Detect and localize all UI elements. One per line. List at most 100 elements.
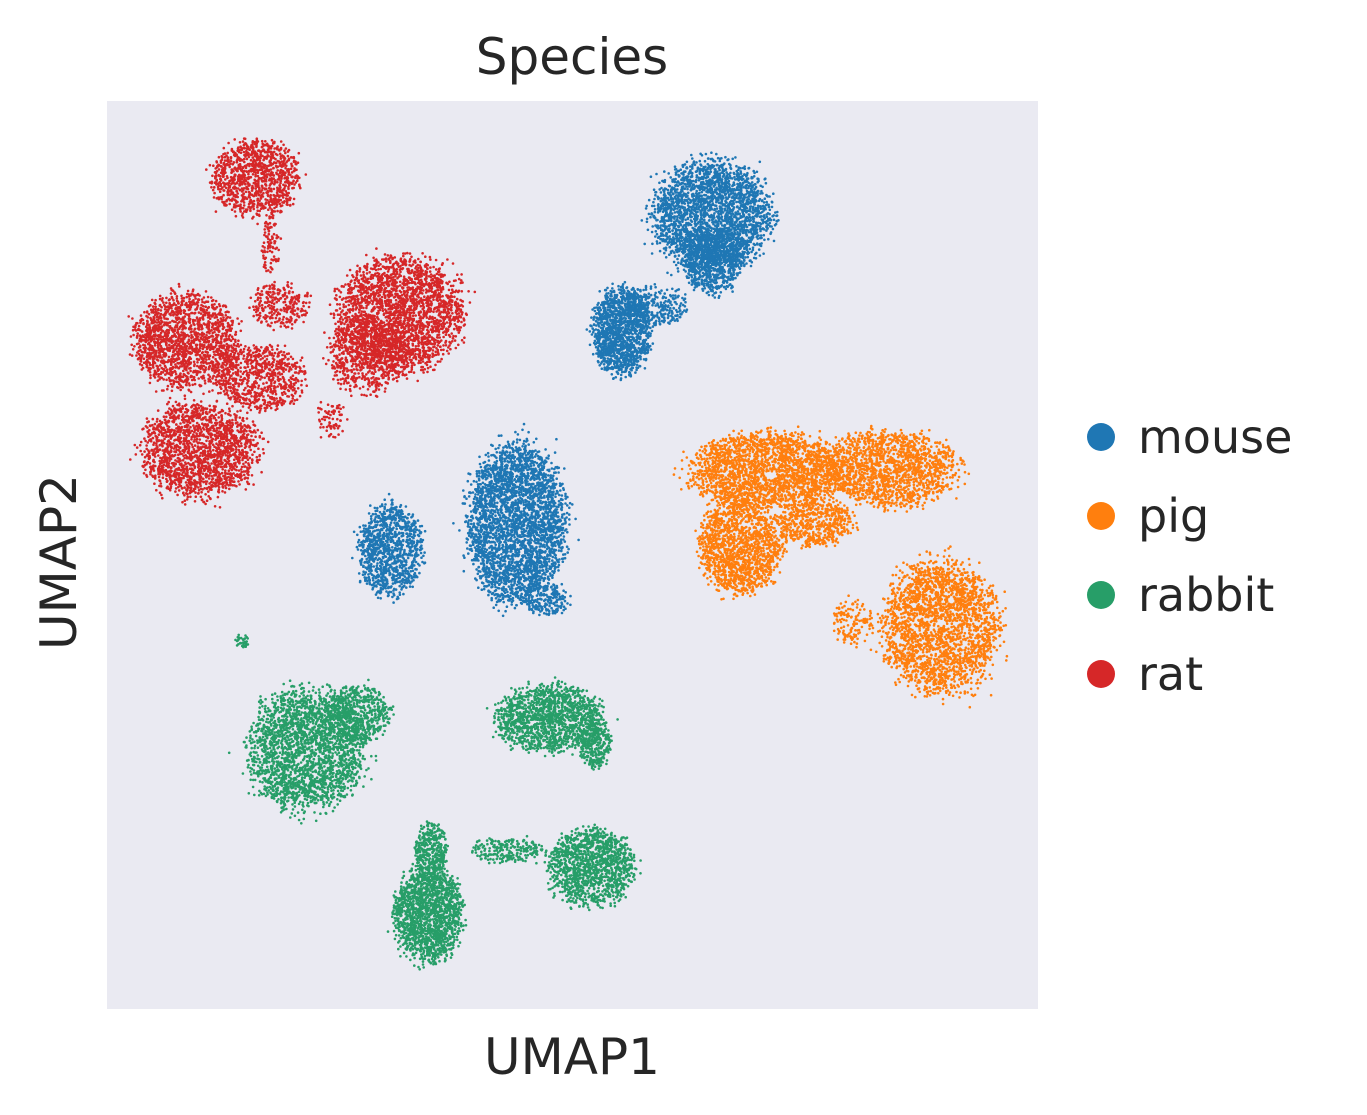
data-point-mouse [686,228,689,231]
data-point-mouse [691,208,694,211]
data-point-mouse [770,219,773,222]
data-point-mouse [677,201,680,204]
data-point-mouse [742,178,745,181]
data-point-mouse [697,267,700,270]
data-point-mouse [691,279,694,282]
data-point-mouse [733,230,736,233]
data-point-mouse [707,259,710,262]
data-point-mouse [693,283,696,286]
data-point-mouse [771,215,774,218]
data-point-mouse [676,207,679,210]
data-point-mouse [772,192,775,195]
data-point-mouse [722,211,725,214]
data-point-mouse [697,215,700,218]
data-point-mouse [721,246,724,249]
data-point-mouse [724,233,727,236]
data-point-mouse [728,256,731,259]
data-point-mouse [766,195,769,198]
data-point-mouse [696,256,699,259]
data-point-mouse [759,222,762,225]
data-point-mouse [685,167,688,170]
data-point-mouse [651,243,654,246]
data-point-mouse [723,162,726,165]
data-point-mouse [673,261,676,264]
data-point-mouse [687,272,690,275]
data-point-mouse [716,207,719,210]
data-point-mouse [742,213,745,216]
data-point-mouse [698,270,701,273]
data-point-mouse [718,250,721,253]
data-point-mouse [669,215,672,218]
data-point-mouse [686,179,689,182]
data-point-mouse [670,220,673,223]
data-point-mouse [689,181,692,184]
data-point-mouse [653,205,656,208]
data-point-mouse [716,229,719,232]
data-point-mouse [667,192,670,195]
data-point-mouse [686,266,689,269]
data-point-mouse [653,198,656,201]
data-point-mouse [725,255,728,258]
data-point-mouse [723,276,726,279]
data-point-mouse [694,164,697,167]
data-point-mouse [699,210,702,213]
data-point-mouse [742,204,745,207]
data-point-mouse [604,294,607,297]
data-point-mouse [724,192,727,195]
data-point-mouse [678,213,681,216]
data-point-mouse [700,213,703,216]
data-point-mouse [668,230,671,233]
data-point-mouse [748,231,751,234]
data-point-mouse [769,209,772,212]
data-point-mouse [683,260,686,263]
data-point-mouse [660,207,663,210]
data-point-mouse [714,183,717,186]
data-point-mouse [663,170,666,173]
data-point-mouse [670,244,673,247]
data-point-mouse [703,194,706,197]
data-point-mouse [682,264,685,267]
data-point-mouse [715,279,718,282]
data-point-mouse [715,265,718,268]
data-point-mouse [687,222,690,225]
data-point-mouse [681,164,684,167]
data-point-mouse [707,239,710,242]
data-point-mouse [738,245,741,248]
data-point-mouse [737,265,740,268]
data-point-mouse [696,211,699,214]
data-point-mouse [709,206,712,209]
data-point-mouse [641,219,644,222]
data-point-mouse [733,206,736,209]
data-point-mouse [683,229,686,232]
data-point-mouse [727,207,730,210]
data-point-mouse [707,163,710,166]
data-point-mouse [675,264,678,267]
data-point-mouse [686,161,689,164]
data-point-mouse [744,180,747,183]
data-point-mouse [694,273,697,276]
data-point-mouse [639,365,642,368]
data-point-mouse [724,218,727,221]
data-point-mouse [719,229,722,232]
data-point-mouse [716,261,719,264]
data-point-mouse [668,235,671,238]
data-point-mouse [690,216,693,219]
data-point-mouse [711,239,714,242]
data-point-mouse [750,219,753,222]
data-point-mouse [765,222,768,225]
data-point-mouse [706,212,709,215]
data-point-mouse [739,223,742,226]
data-point-mouse [652,201,655,204]
data-point-mouse [707,204,710,207]
data-point-mouse [705,224,708,227]
data-point-mouse [691,199,694,202]
data-point-mouse [730,274,733,277]
data-point-mouse [665,256,668,259]
data-point-mouse [749,202,752,205]
data-point-mouse [746,239,749,242]
data-point-mouse [726,185,729,188]
data-point-mouse [756,194,759,197]
data-point-mouse [729,266,732,269]
data-point-mouse [755,186,758,189]
data-point-mouse [760,215,763,218]
